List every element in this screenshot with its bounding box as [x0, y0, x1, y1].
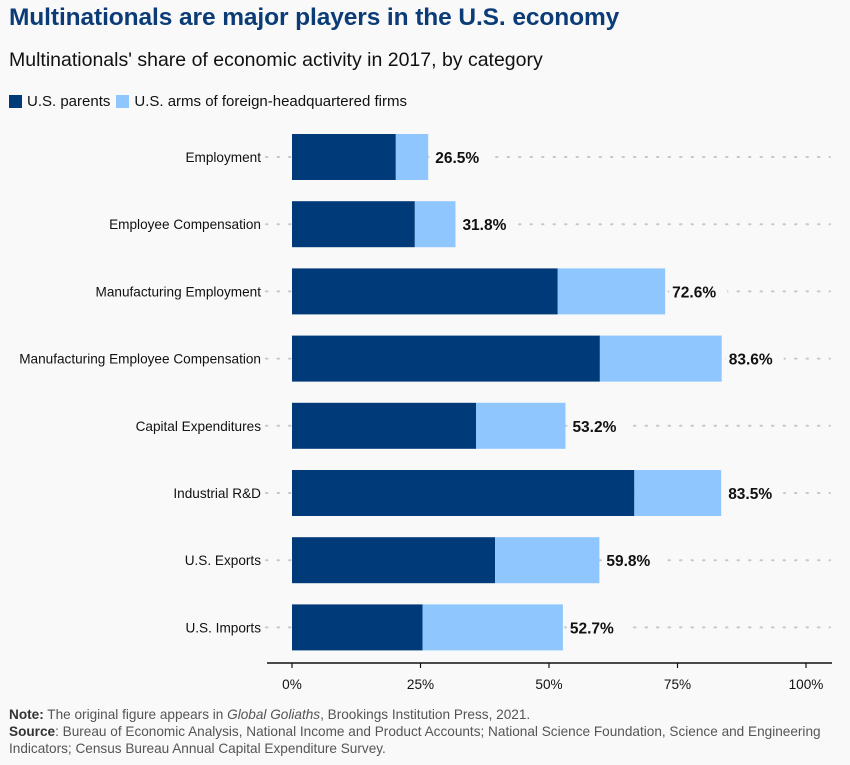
category-label: U.S. Imports — [185, 620, 261, 635]
bar-segment-us-parents — [292, 335, 600, 382]
bar-segment-us-parents — [292, 470, 635, 516]
source-label: Source — [9, 724, 56, 739]
value-label-bg — [566, 617, 625, 638]
legend-label: U.S. arms of foreign-headquartered firms — [134, 93, 407, 110]
legend-swatch-foreign-arms — [116, 95, 130, 108]
note: Note: The original figure appears in Glo… — [9, 706, 839, 723]
note-label: Note: — [9, 707, 44, 722]
bar-segment-foreign-arms — [599, 335, 722, 382]
chart-subtitle: Multinationals' share of economic activi… — [9, 49, 543, 71]
bar-segment-foreign-arms — [422, 604, 563, 651]
value-label: 83.5% — [728, 486, 772, 503]
bar-chart: Employment Employee Compensation Manufactu… — [19, 134, 832, 692]
value-label-bg — [725, 483, 784, 503]
note-book-title: Global Goliaths — [227, 707, 321, 722]
bar-segment-foreign-arms — [395, 134, 429, 180]
source: Source: Bureau of Economic Analysis, Nat… — [9, 723, 839, 757]
value-label: 53.2% — [572, 419, 616, 436]
value-label: 72.6% — [672, 284, 716, 301]
bar-segment-us-parents — [292, 201, 415, 248]
footer: Note: The original figure appears in Glo… — [9, 706, 839, 757]
value-label: 83.6% — [729, 352, 773, 369]
bar-segment-foreign-arms — [495, 537, 600, 584]
category-label: Manufacturing Employment — [96, 284, 262, 299]
chart-title: Multinationals are major players in the … — [9, 4, 620, 31]
value-label-bg — [669, 281, 728, 302]
category-label: Employee Compensation — [109, 217, 261, 232]
value-label-bg — [725, 348, 784, 369]
x-tick-label: 75% — [664, 677, 691, 692]
bar-segment-us-parents — [292, 134, 396, 180]
bar-segment-foreign-arms — [414, 201, 456, 248]
value-label-bg — [432, 147, 491, 167]
bar-segment-us-parents — [292, 268, 558, 315]
category-label: Capital Expenditures — [136, 419, 262, 434]
value-label-bg — [569, 415, 628, 436]
legend: U.S. parents U.S. arms of foreign-headqu… — [9, 93, 413, 110]
bar-segment-foreign-arms — [476, 402, 566, 449]
note-text: The original figure appears in — [43, 707, 228, 722]
bar-segment-foreign-arms — [557, 268, 666, 315]
value-label: 52.7% — [570, 620, 614, 637]
legend-label: U.S. parents — [27, 93, 111, 110]
x-tick-label: 50% — [535, 677, 562, 692]
source-text: : Bureau of Economic Analysis, National … — [9, 724, 821, 756]
bar-segment-us-parents — [292, 402, 477, 449]
bar-segment-foreign-arms — [634, 470, 722, 516]
value-label: 31.8% — [462, 217, 506, 234]
value-label-bg — [459, 214, 518, 235]
category-label: Industrial R&D — [173, 486, 261, 501]
value-label: 59.8% — [606, 553, 650, 570]
value-label: 26.5% — [435, 150, 479, 167]
note-text-end: , Brookings Institution Press, 2021. — [320, 707, 531, 722]
legend-item-foreign-arms: U.S. arms of foreign-headquartered firms — [116, 93, 407, 110]
legend-item-us-parents: U.S. parents — [9, 93, 110, 110]
x-tick-label: 100% — [789, 677, 824, 692]
value-label-bg — [603, 550, 662, 571]
bar-segment-us-parents — [292, 537, 496, 584]
bar-segment-us-parents — [292, 604, 423, 651]
legend-swatch-us-parents — [9, 95, 22, 108]
x-tick-label: 0% — [282, 677, 302, 692]
x-tick-label: 25% — [407, 677, 434, 692]
category-label: Manufacturing Employee Compensation — [19, 352, 261, 367]
category-label: U.S. Exports — [185, 553, 262, 568]
category-label: Employment — [185, 150, 261, 165]
